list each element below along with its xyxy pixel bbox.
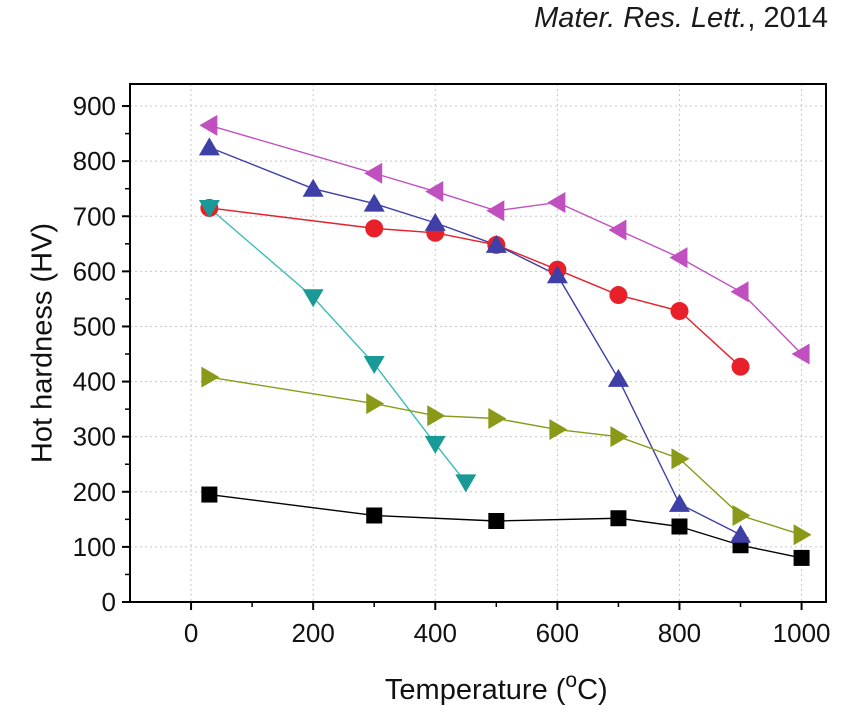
series-6-point — [488, 407, 507, 429]
series-5-point — [669, 247, 688, 269]
series-6-point — [427, 405, 446, 427]
x-axis-title: Temperature (oC) — [385, 669, 608, 706]
series-6-point — [201, 366, 220, 388]
series-3-point — [302, 178, 324, 197]
series-1-point — [610, 510, 627, 527]
x-tick-label: 200 — [291, 618, 334, 648]
series-6-point — [366, 393, 385, 415]
series-5-point — [364, 162, 383, 184]
series-6-point — [793, 524, 812, 546]
y-tick-label: 0 — [102, 587, 116, 617]
series-5-point — [608, 219, 627, 241]
series-2-point — [670, 302, 689, 321]
series-1-line — [209, 493, 802, 559]
series-3-point — [607, 368, 629, 387]
y-tick-label: 100 — [73, 532, 116, 562]
series-lines — [208, 124, 803, 559]
series-4-point — [424, 435, 446, 454]
series-3-point — [198, 137, 220, 156]
series-5-point — [199, 114, 218, 136]
grid-lines — [130, 84, 826, 602]
plot-frame — [129, 83, 827, 603]
series-5-point — [486, 200, 505, 222]
series-3-point — [730, 524, 752, 543]
series-1-point — [793, 549, 810, 566]
series-5-line — [209, 124, 803, 355]
x-tick-label: 800 — [658, 618, 701, 648]
series-4-point — [455, 474, 477, 493]
series-3-point — [668, 493, 690, 512]
series-2-point — [731, 357, 750, 376]
series-3-point — [546, 265, 568, 284]
series-4-point — [302, 289, 324, 308]
x-tick-label: 400 — [414, 618, 457, 648]
series-2-point — [365, 219, 384, 238]
series-4-point — [198, 199, 220, 218]
series-6-line — [209, 376, 802, 536]
series-2-line — [209, 207, 741, 368]
series-5-point — [791, 343, 810, 365]
series-3-point — [363, 193, 385, 212]
y-tick-label: 400 — [73, 367, 116, 397]
x-axis-title-main: Temperature ( — [385, 674, 566, 706]
series-3-point — [424, 212, 446, 231]
series-6-point — [610, 426, 629, 448]
axis-ticks — [122, 105, 803, 610]
series-5-point — [425, 180, 444, 202]
y-tick-label: 700 — [73, 201, 116, 231]
y-tick-label: 200 — [73, 477, 116, 507]
series-1-point — [201, 486, 218, 503]
series-1-point — [488, 512, 505, 529]
x-axis-title-sup: o — [565, 669, 577, 692]
y-tick-label: 300 — [73, 422, 116, 452]
x-tick-label: 1000 — [773, 618, 831, 648]
series-4-point — [363, 355, 385, 374]
citation-year: , 2014 — [747, 2, 828, 34]
citation: Mater. Res. Lett., 2014 — [534, 2, 828, 35]
y-tick-label: 900 — [73, 91, 116, 121]
series-6-point — [671, 448, 690, 470]
y-tick-label: 800 — [73, 146, 116, 176]
series-5-point — [547, 191, 566, 213]
series-6-point — [732, 504, 751, 526]
series-markers — [198, 114, 812, 566]
series-5-point — [730, 281, 749, 303]
y-axis-title: Hot hardness (HV) — [27, 223, 59, 463]
tick-labels: 0 200 400 600 800 1000 0 100 200 300 400 500 600 700 8… — [73, 91, 831, 648]
x-tick-label: 600 — [536, 618, 579, 648]
series-2-point — [609, 286, 628, 305]
series-1-point — [671, 518, 688, 535]
y-tick-label: 600 — [73, 256, 116, 286]
series-3-point — [485, 234, 507, 253]
x-tick-label: 0 — [184, 618, 198, 648]
y-tick-label: 500 — [73, 311, 116, 341]
citation-journal: Mater. Res. Lett. — [534, 2, 748, 34]
series-1-point — [366, 507, 383, 524]
series-6-point — [549, 419, 568, 441]
x-axis-title-end: C) — [577, 674, 608, 706]
series-4-line — [208, 207, 467, 483]
